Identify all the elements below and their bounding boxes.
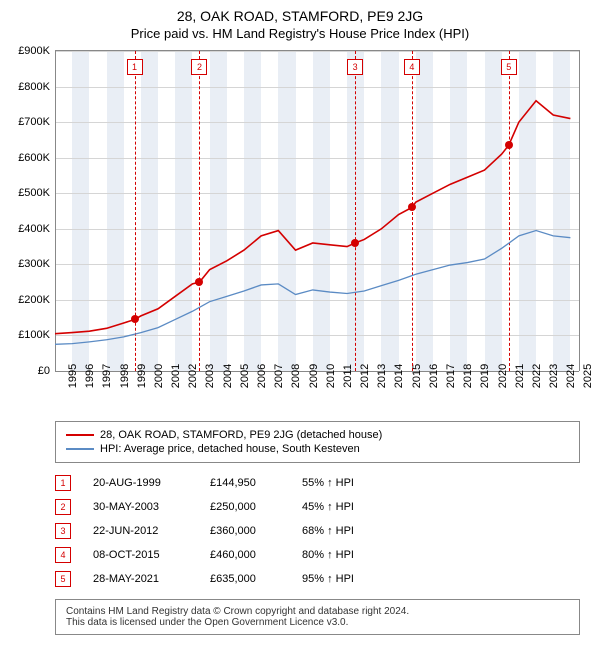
- chart-legend: 28, OAK ROAD, STAMFORD, PE9 2JG (detache…: [55, 421, 580, 463]
- y-axis-label: £100K: [18, 329, 50, 341]
- y-axis-label: £300K: [18, 258, 50, 270]
- tx-price: £360,000: [210, 525, 280, 537]
- footer-note: Contains HM Land Registry data © Crown c…: [55, 599, 580, 635]
- table-row: 4 08-OCT-2015 £460,000 80% ↑ HPI: [55, 543, 580, 567]
- legend-swatch: [66, 434, 94, 436]
- tx-hpi: 95% ↑ HPI: [302, 573, 382, 585]
- footer-line-1: Contains HM Land Registry data © Crown c…: [66, 606, 569, 617]
- tx-hpi: 80% ↑ HPI: [302, 549, 382, 561]
- tx-date: 20-AUG-1999: [93, 477, 188, 489]
- series-line: [55, 101, 570, 334]
- series-line: [55, 231, 570, 345]
- page-title: 28, OAK ROAD, STAMFORD, PE9 2JG: [0, 8, 600, 24]
- tx-hpi: 68% ↑ HPI: [302, 525, 382, 537]
- tx-date: 30-MAY-2003: [93, 501, 188, 513]
- tx-price: £250,000: [210, 501, 280, 513]
- tx-number: 4: [55, 547, 71, 563]
- table-row: 3 22-JUN-2012 £360,000 68% ↑ HPI: [55, 519, 580, 543]
- table-row: 5 28-MAY-2021 £635,000 95% ↑ HPI: [55, 567, 580, 591]
- y-axis-label: £200K: [18, 294, 50, 306]
- legend-row: HPI: Average price, detached house, Sout…: [66, 442, 569, 456]
- table-row: 1 20-AUG-1999 £144,950 55% ↑ HPI: [55, 471, 580, 495]
- legend-row: 28, OAK ROAD, STAMFORD, PE9 2JG (detache…: [66, 428, 569, 442]
- chart-container: 28, OAK ROAD, STAMFORD, PE9 2JG Price pa…: [0, 0, 600, 635]
- tx-number: 3: [55, 523, 71, 539]
- tx-date: 22-JUN-2012: [93, 525, 188, 537]
- footer-line-2: This data is licensed under the Open Gov…: [66, 617, 569, 628]
- chart-lines: [55, 51, 579, 371]
- y-axis-label: £900K: [18, 45, 50, 57]
- legend-swatch: [66, 448, 94, 450]
- y-axis-label: £500K: [18, 187, 50, 199]
- legend-label: 28, OAK ROAD, STAMFORD, PE9 2JG (detache…: [100, 429, 382, 441]
- tx-hpi: 55% ↑ HPI: [302, 477, 382, 489]
- transaction-table: 1 20-AUG-1999 £144,950 55% ↑ HPI 2 30-MAY-200…: [55, 471, 580, 591]
- tx-number: 1: [55, 475, 71, 491]
- tx-number: 5: [55, 571, 71, 587]
- tx-date: 08-OCT-2015: [93, 549, 188, 561]
- price-chart: £0£100K£200K£300K£400K£500K£600K£700K£80…: [55, 50, 580, 371]
- tx-price: £144,950: [210, 477, 280, 489]
- tx-number: 2: [55, 499, 71, 515]
- y-axis-label: £0: [38, 365, 50, 377]
- legend-label: HPI: Average price, detached house, Sout…: [100, 443, 360, 455]
- tx-hpi: 45% ↑ HPI: [302, 501, 382, 513]
- table-row: 2 30-MAY-2003 £250,000 45% ↑ HPI: [55, 495, 580, 519]
- tx-price: £635,000: [210, 573, 280, 585]
- y-axis-label: £800K: [18, 81, 50, 93]
- tx-price: £460,000: [210, 549, 280, 561]
- y-axis-label: £700K: [18, 116, 50, 128]
- title-area: 28, OAK ROAD, STAMFORD, PE9 2JG Price pa…: [0, 0, 600, 45]
- tx-date: 28-MAY-2021: [93, 573, 188, 585]
- y-axis-label: £400K: [18, 223, 50, 235]
- y-axis-label: £600K: [18, 152, 50, 164]
- page-subtitle: Price paid vs. HM Land Registry's House …: [0, 26, 600, 41]
